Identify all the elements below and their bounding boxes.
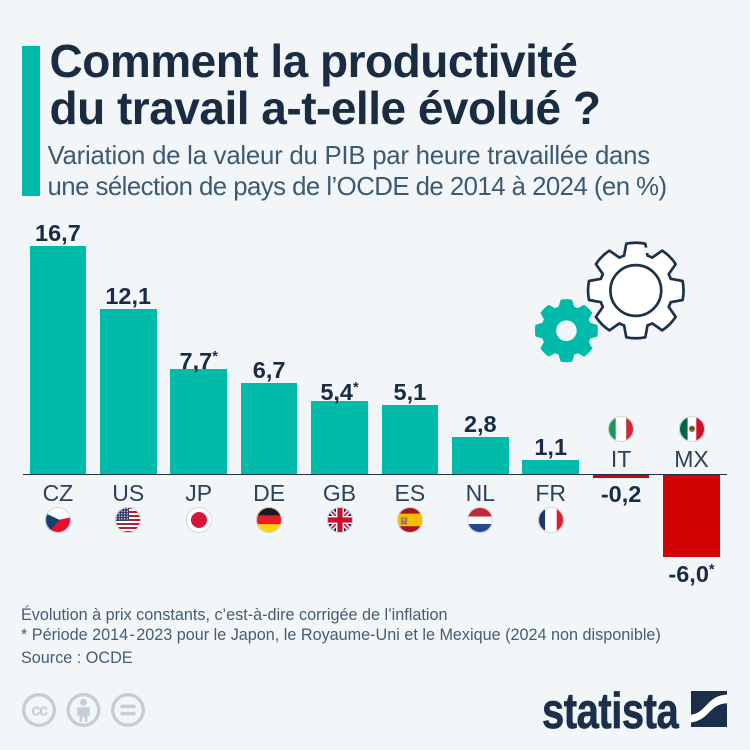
svg-text:cc: cc xyxy=(31,702,48,720)
